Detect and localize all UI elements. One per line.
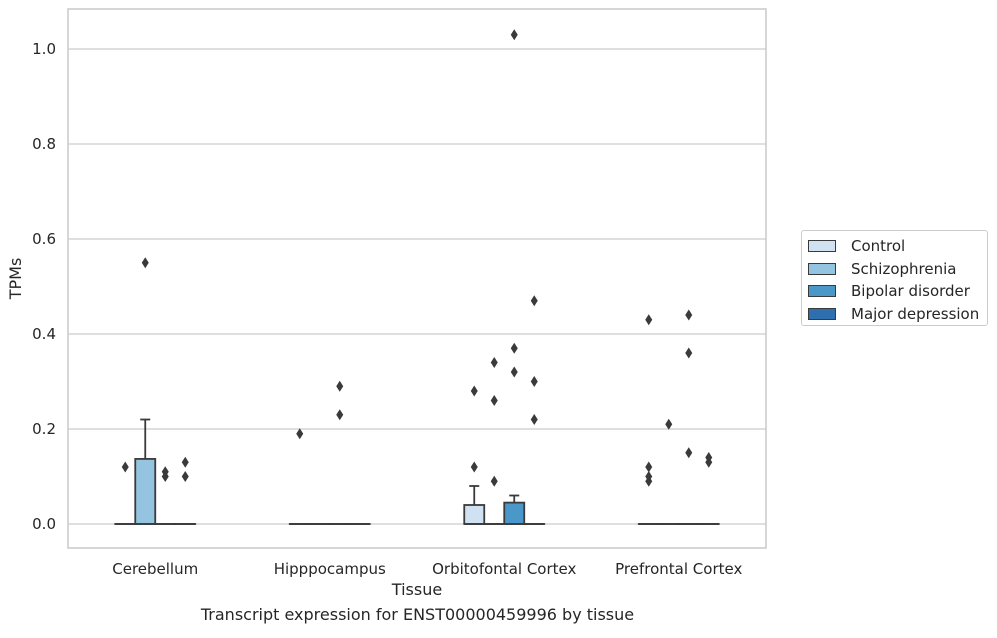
outlier-point-bipolar-disorder-orbitofontal-cortex-1 (511, 343, 518, 354)
box-control-orbitofontal-cortex (464, 505, 484, 524)
y-tick-label-0-4: 0.4 (32, 325, 56, 343)
x-tick-label-prefrontal-cortex: Prefrontal Cortex (615, 560, 742, 578)
outlier-point-major-depression-orbitofontal-cortex-0 (531, 414, 538, 425)
outlier-point-bipolar-disorder-orbitofontal-cortex-0 (511, 367, 518, 378)
outlier-point-schizophrenia-orbitofontal-cortex-2 (491, 357, 498, 368)
y-tick-label-0-6: 0.6 (32, 230, 56, 248)
y-tick-label-1-0: 1.0 (32, 40, 56, 58)
box-schizophrenia-cerebellum (135, 459, 155, 524)
legend-swatch-major-depression (808, 308, 836, 320)
outlier-point-control-cerebellum-0 (122, 462, 129, 473)
outlier-point-bipolar-disorder-hipppocampus-0 (336, 409, 343, 420)
legend: Control Schizophrenia Bipolar disorder M… (801, 230, 988, 326)
plot-frame (68, 9, 766, 548)
outlier-point-bipolar-disorder-prefrontal-cortex-1 (685, 348, 692, 359)
outlier-point-control-prefrontal-cortex-2 (645, 462, 652, 473)
legend-swatch-bipolar-disorder (808, 285, 836, 297)
outlier-point-major-depression-orbitofontal-cortex-1 (531, 376, 538, 387)
outlier-point-schizophrenia-orbitofontal-cortex-0 (491, 476, 498, 487)
outlier-point-control-orbitofontal-cortex-0 (471, 462, 478, 473)
chart-title: Transcript expression for ENST0000045999… (0, 605, 835, 624)
legend-item-bipolar-disorder: Bipolar disorder (808, 280, 981, 303)
y-tick-label-0-8: 0.8 (32, 135, 56, 153)
outlier-point-schizophrenia-prefrontal-cortex-0 (665, 419, 672, 430)
outlier-point-major-depression-cerebellum-0 (182, 471, 189, 482)
outlier-point-bipolar-disorder-prefrontal-cortex-2 (685, 310, 692, 321)
outlier-point-bipolar-disorder-orbitofontal-cortex-2 (511, 29, 518, 40)
legend-label-major-depression: Major depression (851, 305, 979, 323)
box-bipolar-disorder-orbitofontal-cortex (504, 503, 524, 524)
legend-item-control: Control (808, 235, 981, 258)
outlier-point-major-depression-cerebellum-1 (182, 457, 189, 468)
legend-label-bipolar-disorder: Bipolar disorder (851, 282, 970, 300)
y-axis-label: TPMs (6, 258, 25, 301)
outlier-point-schizophrenia-cerebellum-0 (142, 257, 149, 268)
legend-label-control: Control (851, 237, 905, 255)
legend-item-schizophrenia: Schizophrenia (808, 258, 981, 281)
legend-item-major-depression: Major depression (808, 303, 981, 326)
x-tick-label-hipppocampus: Hipppocampus (274, 560, 386, 578)
y-tick-label-0-0: 0.0 (32, 515, 56, 533)
outlier-point-control-hipppocampus-0 (296, 428, 303, 439)
x-tick-label-orbitofontal-cortex: Orbitofontal Cortex (432, 560, 576, 578)
outlier-point-major-depression-orbitofontal-cortex-2 (531, 295, 538, 306)
legend-label-schizophrenia: Schizophrenia (851, 260, 956, 278)
x-axis-label: Tissue (391, 580, 442, 599)
outlier-point-schizophrenia-orbitofontal-cortex-1 (491, 395, 498, 406)
legend-swatch-control (808, 240, 836, 252)
x-tick-label-cerebellum: Cerebellum (112, 560, 198, 578)
legend-swatch-schizophrenia (808, 263, 836, 275)
outlier-point-control-prefrontal-cortex-3 (645, 314, 652, 325)
outlier-point-control-orbitofontal-cortex-1 (471, 386, 478, 397)
outlier-point-bipolar-disorder-hipppocampus-1 (336, 381, 343, 392)
outlier-point-bipolar-disorder-prefrontal-cortex-0 (685, 447, 692, 458)
y-tick-label-0-2: 0.2 (32, 420, 56, 438)
